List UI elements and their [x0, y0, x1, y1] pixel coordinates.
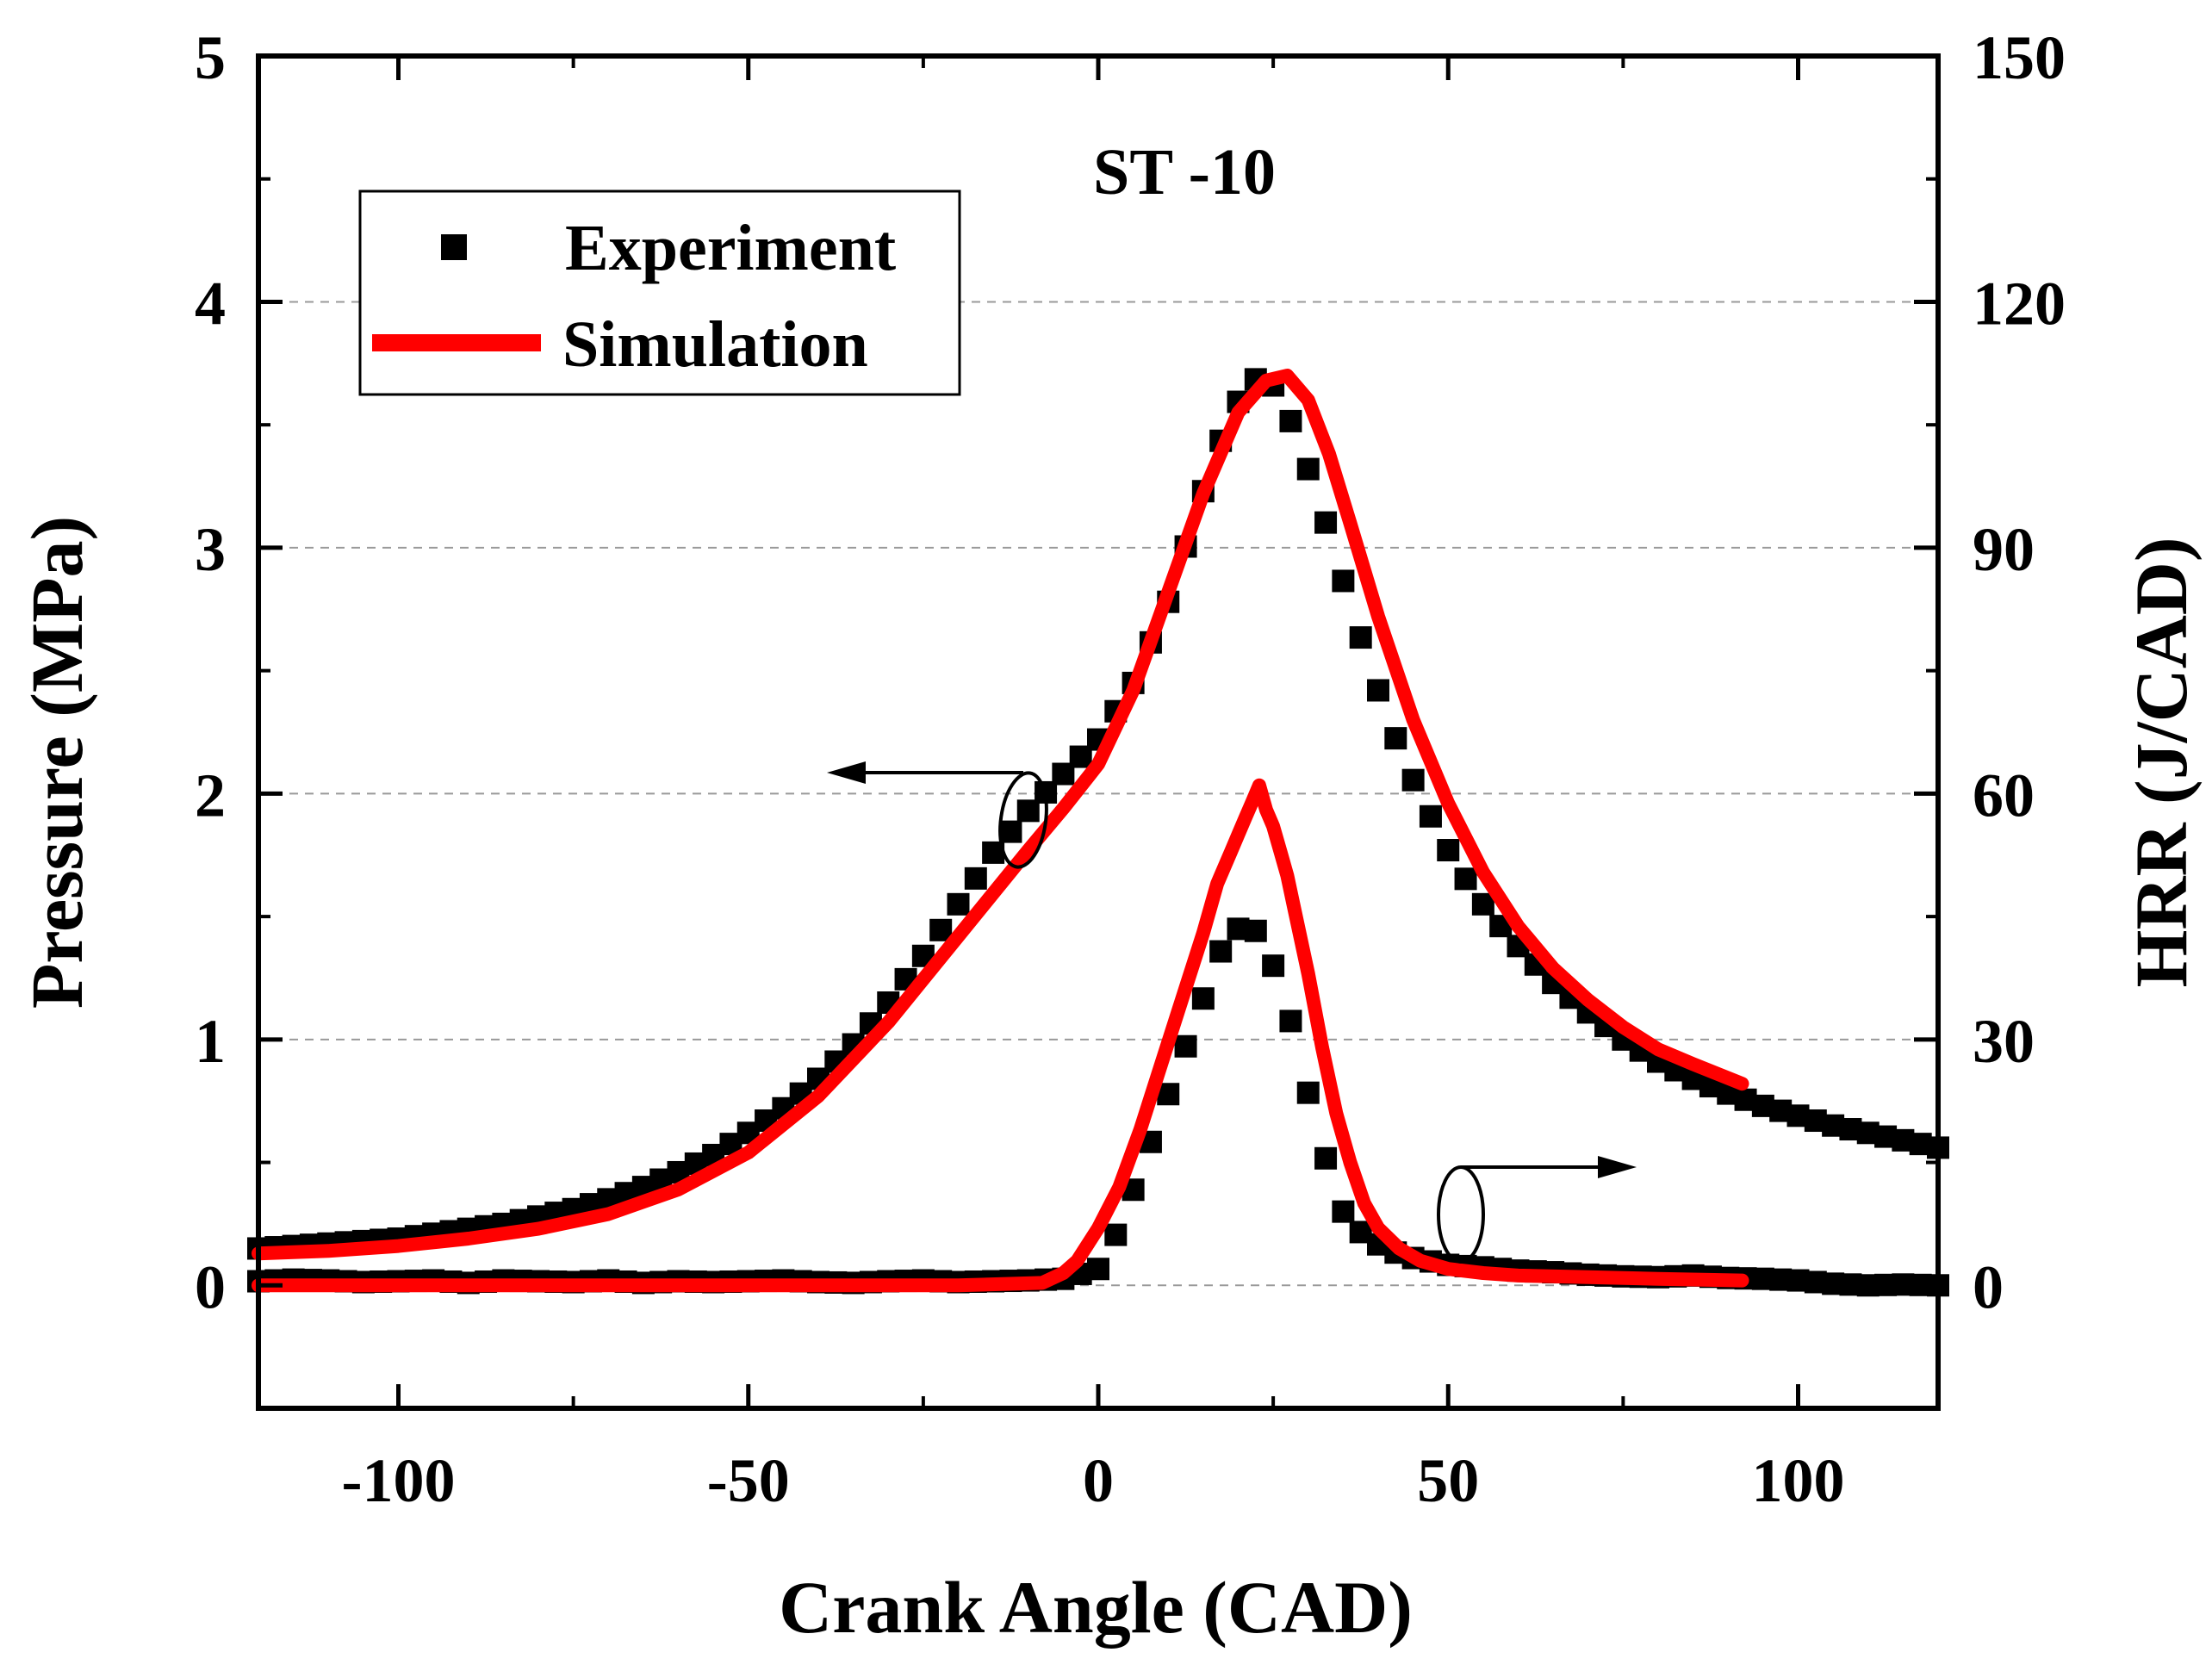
y-right-tick-label-3: 90	[1973, 515, 2035, 584]
data-point-marker	[1314, 1146, 1338, 1170]
data-point-marker	[1454, 867, 1477, 891]
y-right-tick-label-2: 60	[1973, 761, 2035, 829]
legend-marker-experiment	[441, 234, 467, 260]
data-point-marker	[1314, 511, 1338, 534]
data-point-marker	[1279, 409, 1302, 432]
data-point-marker	[1332, 569, 1355, 593]
legend: Experiment Simulation	[358, 189, 961, 396]
x-tick-label-4: 100	[1752, 1446, 1845, 1515]
data-point-marker	[1349, 626, 1372, 649]
chart-annotation-label: ST -10	[1093, 136, 1276, 208]
y-left-tick-label-3: 3	[195, 515, 226, 584]
data-point-marker	[1437, 839, 1460, 862]
data-point-marker	[999, 820, 1022, 843]
y-axis-right-title: HRR (J/CAD)	[2120, 537, 2203, 987]
data-point-marker	[1384, 727, 1407, 750]
data-point-marker	[1279, 1009, 1302, 1033]
series-line	[252, 778, 1749, 1293]
data-point-marker	[1262, 954, 1285, 978]
data-point-marker	[1401, 768, 1425, 792]
data-point-marker	[1296, 1081, 1320, 1104]
data-point-marker	[1419, 804, 1442, 828]
series-experiment-pressure	[247, 368, 1949, 1260]
y-left-tick-label-1: 1	[195, 1007, 226, 1076]
data-point-marker	[1244, 919, 1267, 942]
data-point-marker	[1367, 679, 1389, 702]
y-right-tick-label-0: 0	[1973, 1252, 2004, 1321]
legend-label-simulation: Simulation	[562, 308, 868, 381]
data-point-marker	[1191, 987, 1215, 1010]
x-tick-label-3: 50	[1417, 1446, 1479, 1515]
series-simulation-hrr	[252, 778, 1749, 1293]
data-point-marker	[1471, 892, 1494, 916]
hrr-annotation-arrowhead	[1598, 1156, 1637, 1178]
y-right-tick-label-1: 30	[1973, 1007, 2035, 1076]
grid-lines	[258, 301, 1938, 1287]
x-axis-title: Crank Angle (CAD)	[779, 1566, 1413, 1649]
x-tick-label-2: 0	[1083, 1446, 1114, 1515]
y-right-tick-label-5: 150	[1973, 23, 2066, 92]
data-point-marker	[1087, 1258, 1109, 1281]
pressure-annotation-arrowhead	[827, 761, 866, 784]
annotations	[827, 761, 1637, 1264]
series-line	[252, 369, 1749, 1261]
y-axis-left-title: Pressure (MPa)	[16, 516, 98, 1009]
legend-box	[358, 189, 961, 396]
data-point-marker	[964, 867, 987, 890]
x-tick-label-0: -100	[342, 1446, 456, 1515]
plot-data	[247, 368, 1949, 1297]
data-point-marker	[1104, 1223, 1128, 1246]
data-point-marker	[947, 892, 970, 916]
pressure-annotation-ellipse	[998, 771, 1048, 869]
y-left-tick-label-4: 4	[195, 269, 226, 338]
data-point-marker	[1296, 457, 1320, 481]
data-point-marker	[1209, 940, 1233, 963]
series-simulation-pressure	[252, 369, 1749, 1261]
x-tick-label-1: -50	[707, 1446, 790, 1515]
data-point-marker	[1174, 1034, 1197, 1058]
data-point-marker	[929, 918, 953, 941]
y-right-tick-label-4: 120	[1973, 269, 2066, 338]
y-left-tick-label-0: 0	[195, 1252, 226, 1321]
y-left-tick-label-2: 2	[195, 761, 226, 829]
y-left-tick-label-5: 5	[195, 23, 226, 92]
data-point-marker	[1332, 1200, 1355, 1223]
hrr-annotation-ellipse	[1437, 1165, 1485, 1264]
legend-label-experiment: Experiment	[565, 212, 896, 284]
